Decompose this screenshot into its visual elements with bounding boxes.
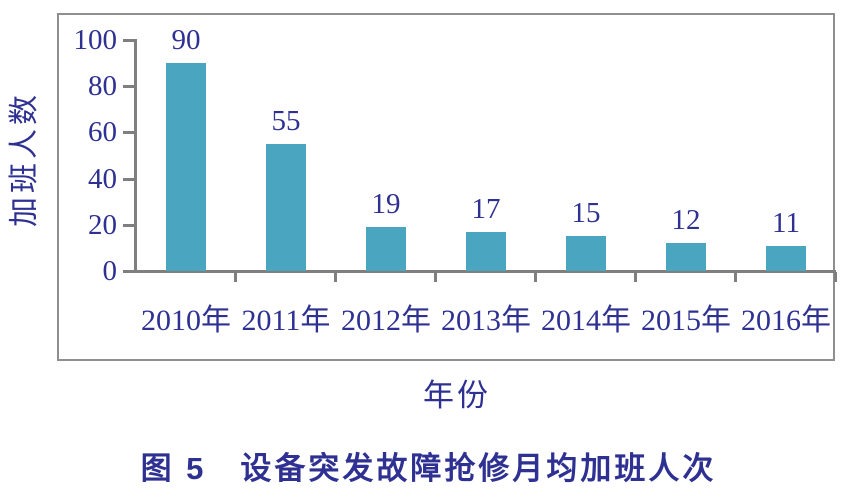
x-tick-7 (834, 272, 837, 282)
bar-2014年 (566, 236, 606, 271)
bar-value-2012年: 19 (371, 188, 401, 220)
figure-caption: 图 5 设备突发故障抢修月均加班人次 (140, 451, 717, 486)
y-tick-100 (123, 39, 134, 42)
y-tick-label-40: 40 (88, 163, 117, 195)
y-axis-title: 加班人数 (8, 91, 41, 227)
x-axis-title: 年份 (423, 378, 491, 413)
x-tick-1 (234, 272, 237, 282)
bar-value-2015年: 12 (671, 204, 701, 236)
y-tick-0 (123, 270, 134, 273)
x-category-label-2010年: 2010年 (141, 304, 231, 337)
y-tick-40 (123, 178, 134, 181)
x-category-label-2016年: 2016年 (741, 304, 831, 337)
y-axis-line (134, 39, 137, 273)
bar-2015年 (666, 243, 706, 271)
bar-2012年 (366, 227, 406, 271)
y-tick-label-20: 20 (88, 209, 117, 241)
bar-2011年 (266, 144, 306, 271)
x-tick-3 (434, 272, 437, 282)
x-tick-2 (334, 272, 337, 282)
bar-2013年 (466, 232, 506, 271)
x-category-label-2013年: 2013年 (441, 304, 531, 337)
bar-value-2014年: 15 (571, 197, 601, 229)
y-tick-60 (123, 131, 134, 134)
x-category-label-2014年: 2014年 (541, 304, 631, 337)
y-tick-label-60: 60 (88, 116, 117, 148)
y-tick-label-80: 80 (88, 70, 117, 102)
x-tick-5 (634, 272, 637, 282)
y-tick-80 (123, 85, 134, 88)
x-category-label-2015年: 2015年 (641, 304, 731, 337)
bar-2010年 (166, 63, 206, 271)
x-tick-6 (734, 272, 737, 282)
bar-2016年 (766, 246, 806, 271)
x-tick-4 (534, 272, 537, 282)
bar-value-2010年: 90 (171, 24, 201, 56)
bar-value-2011年: 55 (271, 105, 301, 137)
bar-value-2016年: 11 (772, 207, 800, 239)
bar-value-2013年: 17 (471, 193, 501, 225)
x-category-label-2012年: 2012年 (341, 304, 431, 337)
y-tick-label-100: 100 (73, 24, 118, 56)
x-axis-line (134, 270, 836, 273)
y-tick-20 (123, 224, 134, 227)
y-tick-label-0: 0 (102, 255, 118, 287)
x-category-label-2011年: 2011年 (241, 304, 331, 337)
